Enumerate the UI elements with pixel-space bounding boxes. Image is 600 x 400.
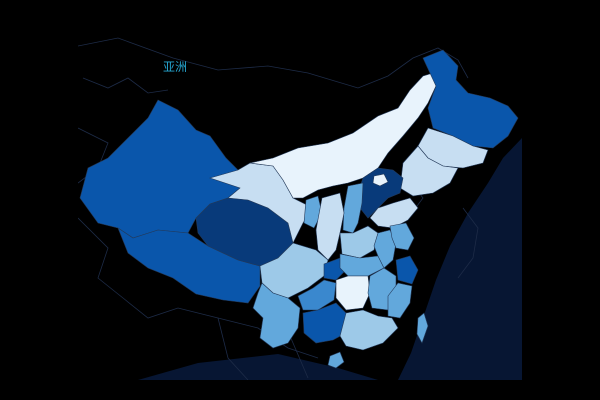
neighbor-country-outline	[289, 335, 309, 379]
province-hunan[interactable]	[335, 275, 371, 311]
region-label-asia: 亚洲	[163, 60, 187, 74]
province-zhejiang[interactable]	[395, 255, 419, 285]
province-liaoning[interactable]	[399, 145, 459, 197]
map-container[interactable]: 亚洲	[78, 18, 522, 380]
province-fujian[interactable]	[387, 282, 413, 319]
neighbor-country-outline	[78, 37, 469, 89]
province-shanxi[interactable]	[342, 182, 364, 234]
province-beijing[interactable]	[372, 173, 389, 187]
neighbor-country-outline	[457, 207, 479, 279]
province-shaanxi[interactable]	[315, 192, 345, 261]
province-shandong[interactable]	[369, 197, 419, 229]
province-heilongjiang[interactable]	[422, 49, 519, 149]
province-hubei[interactable]	[339, 253, 385, 277]
province-guangdong[interactable]	[339, 309, 399, 351]
ocean-area	[398, 138, 522, 380]
province-guizhou[interactable]	[297, 279, 337, 311]
province-jiangsu[interactable]	[389, 222, 415, 251]
province-taiwan[interactable]	[416, 312, 429, 344]
choropleth-map[interactable]: 亚洲	[78, 18, 522, 380]
neighbor-country-outline	[217, 317, 249, 380]
ocean-area-south	[138, 354, 378, 380]
province-hainan[interactable]	[327, 351, 345, 369]
neighbor-country-outline	[82, 77, 169, 94]
province-inner-mongolia[interactable]	[249, 72, 437, 199]
province-yunnan[interactable]	[252, 282, 301, 349]
province-tibet[interactable]	[117, 227, 261, 304]
